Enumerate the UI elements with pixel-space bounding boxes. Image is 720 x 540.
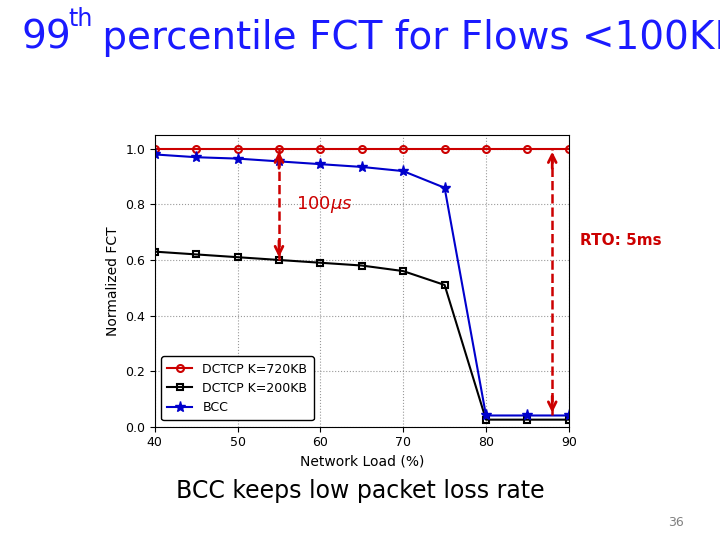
Text: 99: 99 [22,19,71,57]
DCTCP K=720KB [523,146,531,152]
Text: 36: 36 [668,516,684,529]
DCTCP K=200KB [441,282,449,288]
DCTCP K=200KB [192,251,200,258]
DCTCP K=720KB [192,146,200,152]
DCTCP K=720KB [564,146,573,152]
DCTCP K=720KB [399,146,408,152]
DCTCP K=720KB [150,146,159,152]
DCTCP K=720KB [441,146,449,152]
BCC [523,412,531,418]
Y-axis label: Normalized FCT: Normalized FCT [106,226,120,336]
BCC [150,151,159,158]
DCTCP K=200KB [482,416,490,423]
BCC [233,156,242,162]
BCC [275,158,284,165]
DCTCP K=200KB [150,248,159,255]
BCC [192,154,200,160]
Line: DCTCP K=200KB: DCTCP K=200KB [151,248,572,423]
Text: $100\mu s$: $100\mu s$ [296,194,352,215]
DCTCP K=200KB [399,268,408,274]
BCC [482,412,490,418]
DCTCP K=720KB [482,146,490,152]
DCTCP K=720KB [275,146,284,152]
BCC [441,185,449,191]
DCTCP K=200KB [316,260,325,266]
DCTCP K=720KB [316,146,325,152]
DCTCP K=200KB [523,416,531,423]
Text: BCC keeps low packet loss rate: BCC keeps low packet loss rate [176,480,544,503]
BCC [564,412,573,418]
DCTCP K=200KB [357,262,366,269]
X-axis label: Network Load (%): Network Load (%) [300,455,424,469]
Line: DCTCP K=720KB: DCTCP K=720KB [151,145,572,152]
Text: RTO: 5ms: RTO: 5ms [580,233,661,248]
DCTCP K=720KB [357,146,366,152]
BCC [316,161,325,167]
DCTCP K=720KB [233,146,242,152]
BCC [357,164,366,170]
DCTCP K=200KB [275,256,284,263]
BCC [399,168,408,174]
Text: th: th [68,7,93,31]
DCTCP K=200KB [564,416,573,423]
Legend: DCTCP K=720KB, DCTCP K=200KB, BCC: DCTCP K=720KB, DCTCP K=200KB, BCC [161,356,313,420]
Line: BCC: BCC [149,149,575,421]
Text: percentile FCT for Flows <100KB: percentile FCT for Flows <100KB [90,19,720,57]
DCTCP K=200KB [233,254,242,260]
